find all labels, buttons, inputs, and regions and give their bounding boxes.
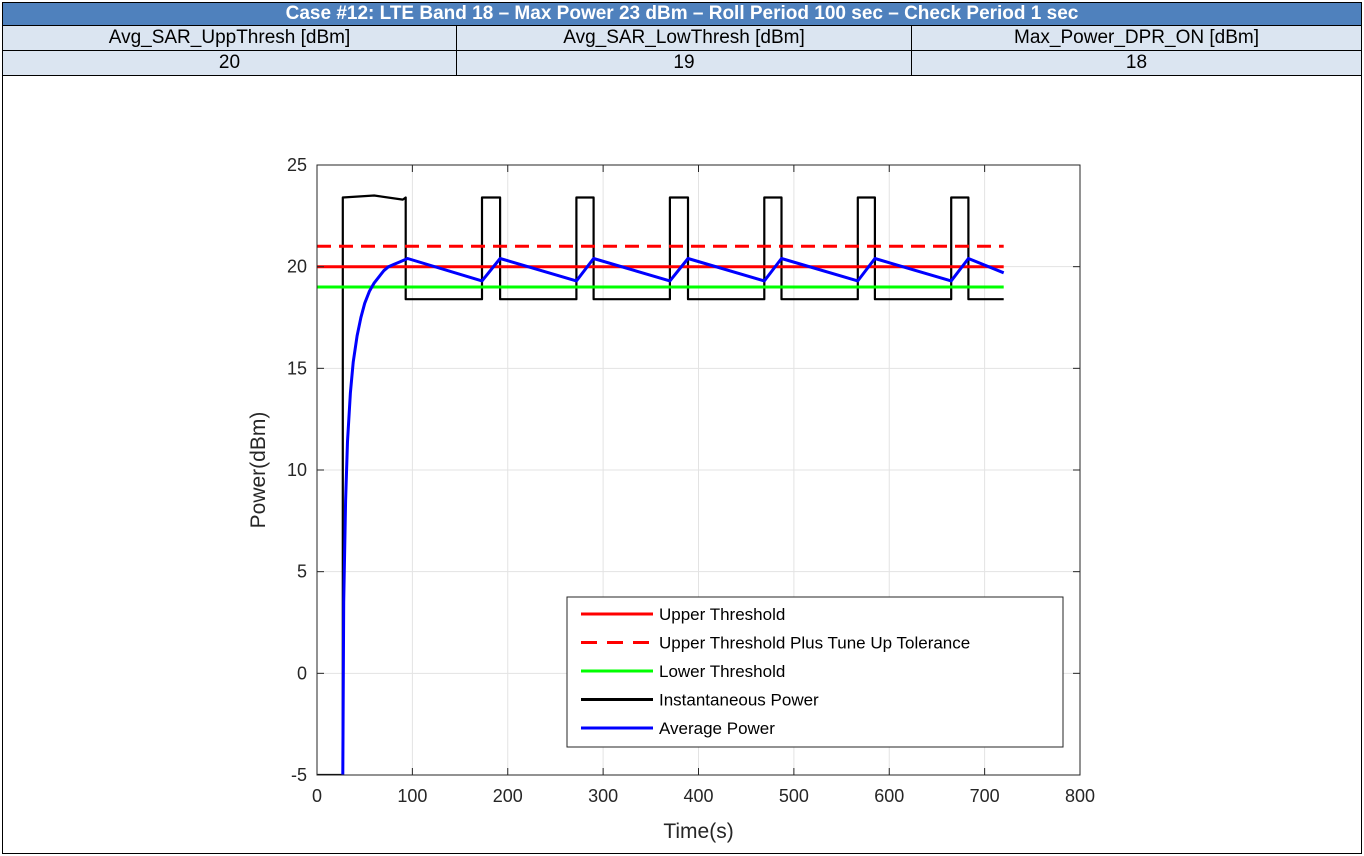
legend-label: Upper Threshold Plus Tune Up Tolerance	[659, 634, 970, 653]
legend-label: Upper Threshold	[659, 605, 785, 624]
y-tick-label: -5	[291, 765, 307, 785]
x-tick-label: 500	[779, 786, 809, 806]
y-axis-label: Power(dBm)	[247, 412, 270, 529]
series-group	[317, 194, 1005, 775]
y-tick-label: 25	[287, 155, 307, 175]
value-max-power: 18	[1125, 52, 1148, 73]
x-tick-label: 0	[312, 786, 322, 806]
column-header-max-power: Max_Power_DPR_ON [dBm]	[1014, 27, 1259, 48]
x-tick-label: 200	[493, 786, 523, 806]
x-tick-label: 300	[588, 786, 618, 806]
case-title: Case #12: LTE Band 18 – Max Power 23 dBm…	[3, 3, 1361, 26]
x-tick-label: 100	[397, 786, 427, 806]
column-header-row: Avg_SAR_UppThresh [dBm] Avg_SAR_LowThres…	[3, 26, 1361, 51]
legend-label: Instantaneous Power	[659, 691, 819, 710]
x-axis-label: Time(s)	[663, 820, 733, 843]
y-tick-label: 0	[297, 663, 307, 683]
x-tick-label: 800	[1065, 786, 1095, 806]
y-tick-label: 20	[287, 257, 307, 277]
y-tick-label: 15	[287, 358, 307, 378]
column-header-lower-threshold: Avg_SAR_LowThresh [dBm]	[457, 26, 912, 50]
value-upper-threshold: 20	[3, 51, 457, 75]
column-header-upper-threshold: Avg_SAR_UppThresh [dBm]	[3, 26, 457, 50]
y-tick-label: 10	[287, 460, 307, 480]
value-lower-threshold: 19	[457, 51, 912, 75]
series-line-average-power	[341, 257, 1005, 775]
x-tick-label: 700	[970, 786, 1000, 806]
legend-label: Average Power	[659, 719, 775, 738]
x-tick-label: 600	[874, 786, 904, 806]
value-row: 20 19 18	[3, 51, 1361, 76]
x-tick-label: 400	[683, 786, 713, 806]
legend-label: Lower Threshold	[659, 662, 785, 681]
y-tick-label: 5	[297, 562, 307, 582]
